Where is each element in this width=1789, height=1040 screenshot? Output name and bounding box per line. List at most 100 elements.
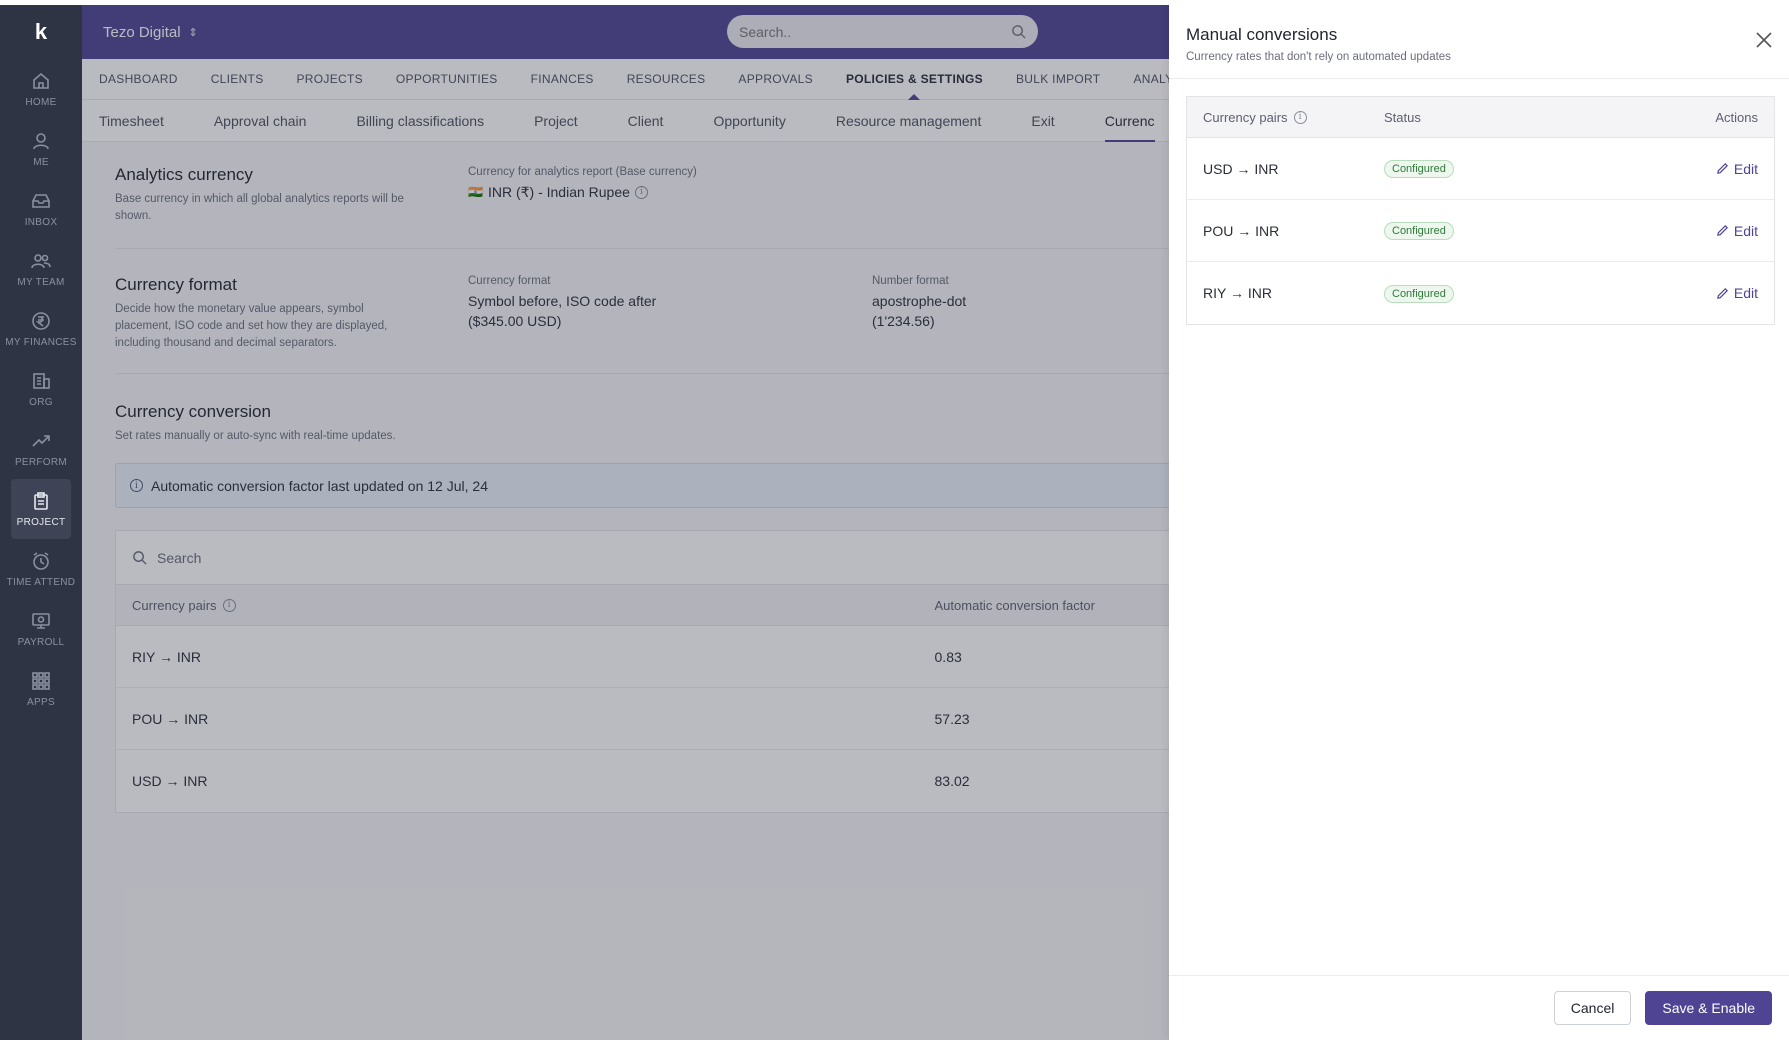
info-icon: i <box>130 479 143 492</box>
rail-item-project[interactable]: PROJECT <box>11 479 71 539</box>
table-row[interactable]: RIY → INR 0.83 <box>116 626 1214 688</box>
row-factor: 57.23 <box>934 710 970 727</box>
rail-item-org[interactable]: ORG <box>0 359 82 419</box>
app-logo[interactable]: k <box>34 19 48 44</box>
currency-format-value-1: Symbol before, ISO code after <box>468 293 657 309</box>
tab-exit[interactable]: Exit <box>1031 112 1055 129</box>
table-header: Currency pairs i Automatic conversion fa… <box>116 585 1214 626</box>
analytics-field-value: INR (₹) - Indian Rupee <box>487 184 630 200</box>
nav-approvals[interactable]: APPROVALS <box>738 71 813 86</box>
trend-icon <box>32 434 50 447</box>
table-search-input[interactable]: Search <box>116 531 1214 585</box>
tab-opportunity[interactable]: Opportunity <box>713 112 786 129</box>
col-status: Status <box>1384 109 1421 125</box>
rail-item-label: MY TEAM <box>17 276 65 288</box>
banner-text: Automatic conversion factor last updated… <box>151 477 488 494</box>
nav-projects[interactable]: PROJECTS <box>296 71 363 86</box>
row-pair: USD → INR <box>132 773 208 789</box>
tab-client[interactable]: Client <box>627 112 664 129</box>
rail-item-my-finances[interactable]: MY FINANCES <box>0 299 82 359</box>
pencil-icon <box>1716 163 1728 174</box>
user-icon <box>33 132 49 149</box>
nav-policies-settings[interactable]: POLICIES & SETTINGS <box>846 59 983 100</box>
clock-icon <box>33 551 49 570</box>
analytics-field: Currency for analytics report (Base curr… <box>468 166 697 202</box>
currency-format-value-2: ($345.00 USD) <box>468 313 562 329</box>
rail-item-label: INBOX <box>24 216 58 228</box>
rail-item-label: APPS <box>27 696 55 708</box>
analytics-title: Analytics currency <box>115 165 253 184</box>
table-row: POU → INR Configured Edit <box>1187 200 1774 262</box>
currency-format-section: Currency format Decide how the monetary … <box>115 275 415 352</box>
rail-item-me[interactable]: ME <box>0 119 82 179</box>
currency-format-field: Currency format Symbol before, ISO code … <box>468 275 656 331</box>
edit-button[interactable]: Edit <box>1716 223 1758 239</box>
conversion-title: Currency conversion <box>115 402 271 421</box>
table-row[interactable]: USD → INR 83.02 <box>116 750 1214 812</box>
nav-opportunities[interactable]: OPPORTUNITIES <box>395 71 498 86</box>
building-icon <box>33 372 50 389</box>
manual-conversions-table: Currency pairs i Status Actions USD → IN… <box>1186 96 1775 325</box>
analytics-currency-section: Analytics currency Base currency in whic… <box>115 165 415 225</box>
cancel-button[interactable]: Cancel <box>1553 991 1632 1025</box>
row-pair: RIY → INR <box>1203 285 1272 301</box>
tab-timesheet[interactable]: Timesheet <box>99 112 164 129</box>
nav-clients[interactable]: CLIENTS <box>210 71 264 86</box>
divider <box>115 248 1215 249</box>
table-row[interactable]: POU → INR 57.23 <box>116 688 1214 750</box>
nav-resources[interactable]: RESOURCES <box>626 71 706 86</box>
tab-project[interactable]: Project <box>534 112 578 129</box>
info-icon[interactable]: i <box>1293 110 1307 124</box>
info-icon[interactable]: i <box>222 598 236 612</box>
rail-item-label: PAYROLL <box>17 636 65 648</box>
edit-button[interactable]: Edit <box>1716 161 1758 177</box>
tab-approval-chain[interactable]: Approval chain <box>213 112 307 129</box>
modal-backdrop[interactable] <box>82 5 1169 1040</box>
org-switcher[interactable]: Tezo Digital ⇕ <box>103 24 198 41</box>
left-rail: k HOME ME INBOX MY TEAM MY FINANCES ORG … <box>0 5 82 1040</box>
col-actions: Actions <box>1715 109 1758 125</box>
close-icon[interactable] <box>1755 31 1773 49</box>
row-factor: 83.02 <box>934 773 970 789</box>
save-enable-button[interactable]: Save & Enable <box>1645 991 1772 1025</box>
rail-item-perform[interactable]: PERFORM <box>0 419 82 479</box>
drawer-footer: Cancel Save & Enable <box>1169 975 1789 1040</box>
format-title: Currency format <box>115 275 237 294</box>
analytics-desc: Base currency in which all global analyt… <box>115 193 404 222</box>
col-currency-pairs: Currency pairs <box>1203 109 1288 125</box>
rail-item-label: ME <box>33 156 49 168</box>
rail-item-my-team[interactable]: MY TEAM <box>0 239 82 299</box>
nav-finances[interactable]: FINANCES <box>530 71 594 86</box>
number-format-field: Number format apostrophe-dot (1'234.56) <box>872 275 966 331</box>
drawer-table-header: Currency pairs i Status Actions <box>1187 97 1774 138</box>
col-currency-pairs: Currency pairs <box>132 597 217 613</box>
divider <box>115 373 1215 374</box>
search-icon <box>1012 25 1026 39</box>
nav-dashboard[interactable]: DASHBOARD <box>99 71 178 86</box>
rail-item-home[interactable]: HOME <box>0 59 82 119</box>
nav-bulk-import[interactable]: BULK IMPORT <box>1016 71 1101 86</box>
number-format-label: Number format <box>872 275 949 287</box>
currency-conversion-section: Currency conversion Set rates manually o… <box>115 402 615 445</box>
rail-item-time-attend[interactable]: TIME ATTEND <box>0 539 82 599</box>
rail-item-inbox[interactable]: INBOX <box>0 179 82 239</box>
rupee-icon <box>32 311 50 330</box>
india-flag-icon: 🇮🇳 <box>468 185 483 199</box>
edit-button[interactable]: Edit <box>1716 285 1758 301</box>
manual-conversions-drawer: Manual conversions Currency rates that d… <box>1169 5 1789 1040</box>
inbox-icon <box>32 193 50 208</box>
top-strip <box>0 0 1789 5</box>
org-name: Tezo Digital <box>103 23 181 41</box>
rail-item-payroll[interactable]: PAYROLL <box>0 599 82 659</box>
global-search-input[interactable]: Search.. <box>727 15 1038 48</box>
number-format-value-2: (1'234.56) <box>872 313 935 329</box>
drawer-subtitle: Currency rates that don't rely on automa… <box>1186 51 1451 63</box>
info-icon[interactable]: i <box>634 185 648 199</box>
rail-item-apps[interactable]: APPS <box>0 659 82 719</box>
col-conversion-factor: Automatic conversion factor <box>934 597 1095 613</box>
tab-billing-classifications[interactable]: Billing classifications <box>356 112 485 129</box>
tab-currency[interactable]: Currenc <box>1104 100 1155 142</box>
tab-resource-management[interactable]: Resource management <box>835 112 982 129</box>
edit-label: Edit <box>1733 160 1758 177</box>
table-row: RIY → INR Configured Edit <box>1187 262 1774 324</box>
